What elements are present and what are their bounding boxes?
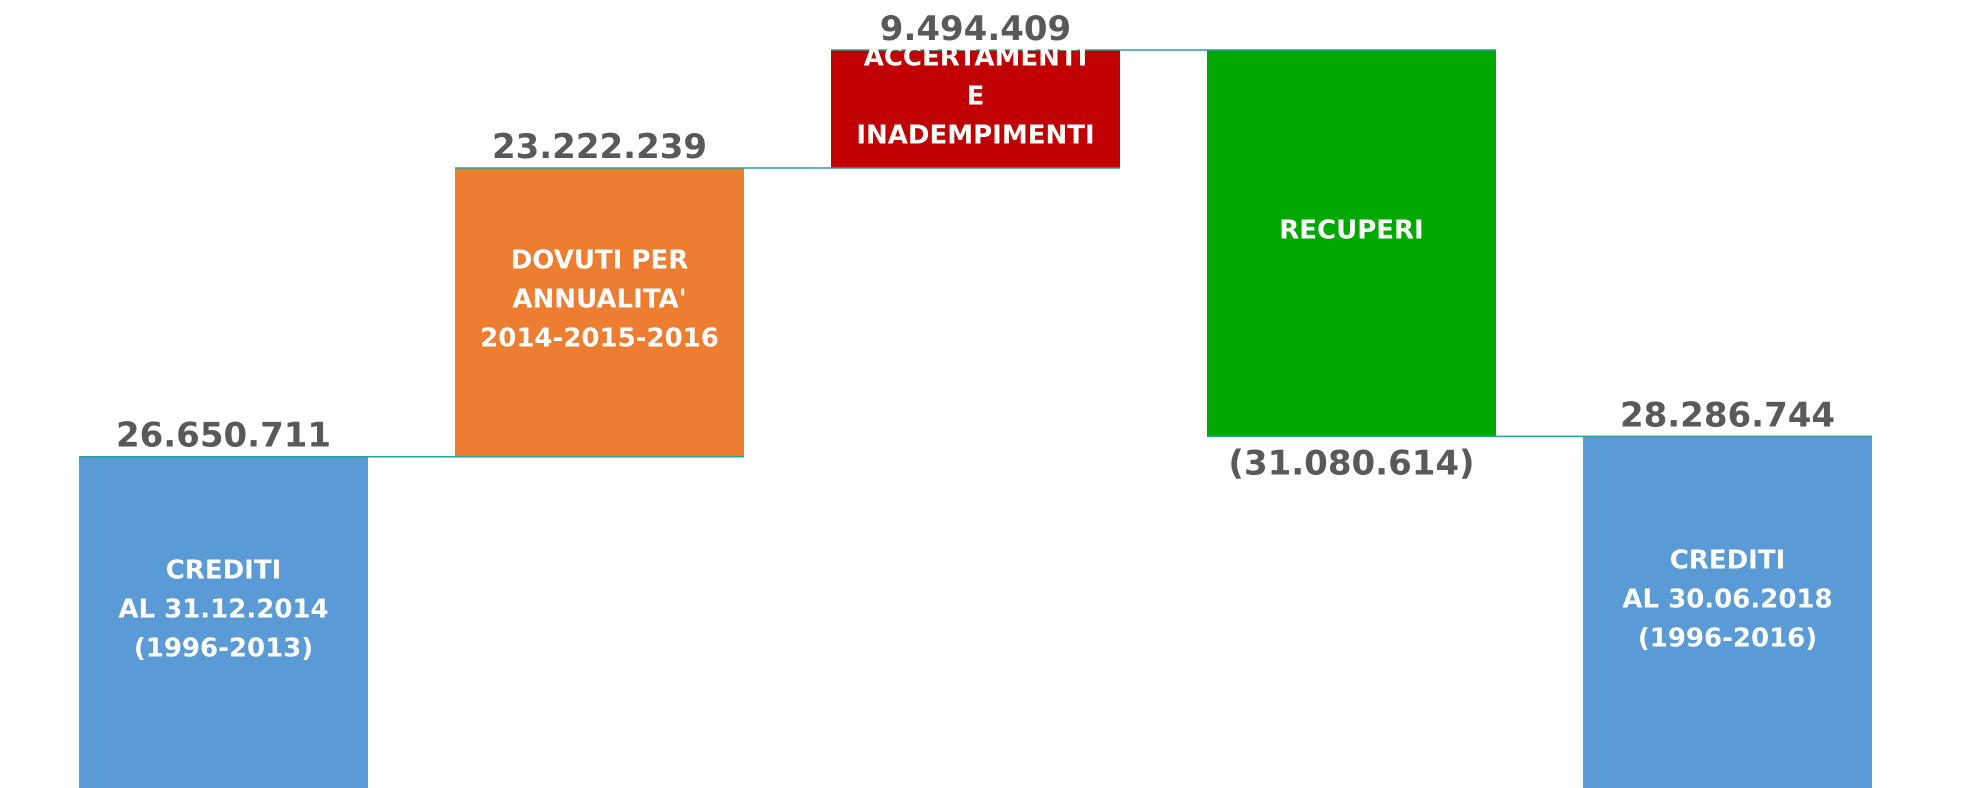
category-label: CREDITI AL 31.12.2014 (1996-2013) [118,555,329,664]
category-label: CREDITI AL 30.06.2018 (1996-2016) [1622,545,1833,654]
value-label: 23.222.239 [492,127,707,167]
value-label: 26.650.711 [116,416,331,456]
bar [831,50,1120,169]
value-label: 9.494.409 [880,9,1071,49]
value-label: (31.080.614) [1228,443,1474,483]
category-label: RECUPERI [1279,215,1424,246]
value-label: 28.286.744 [1620,395,1835,435]
category-label: ACCERTAMENTI E INADEMPIMENTI [856,42,1095,151]
bar [455,168,744,457]
bar [79,456,368,788]
category-label: DOVUTI PER ANNUALITA' 2014-2015-2016 [480,245,719,354]
bar [1207,50,1496,437]
bar [1583,436,1872,788]
